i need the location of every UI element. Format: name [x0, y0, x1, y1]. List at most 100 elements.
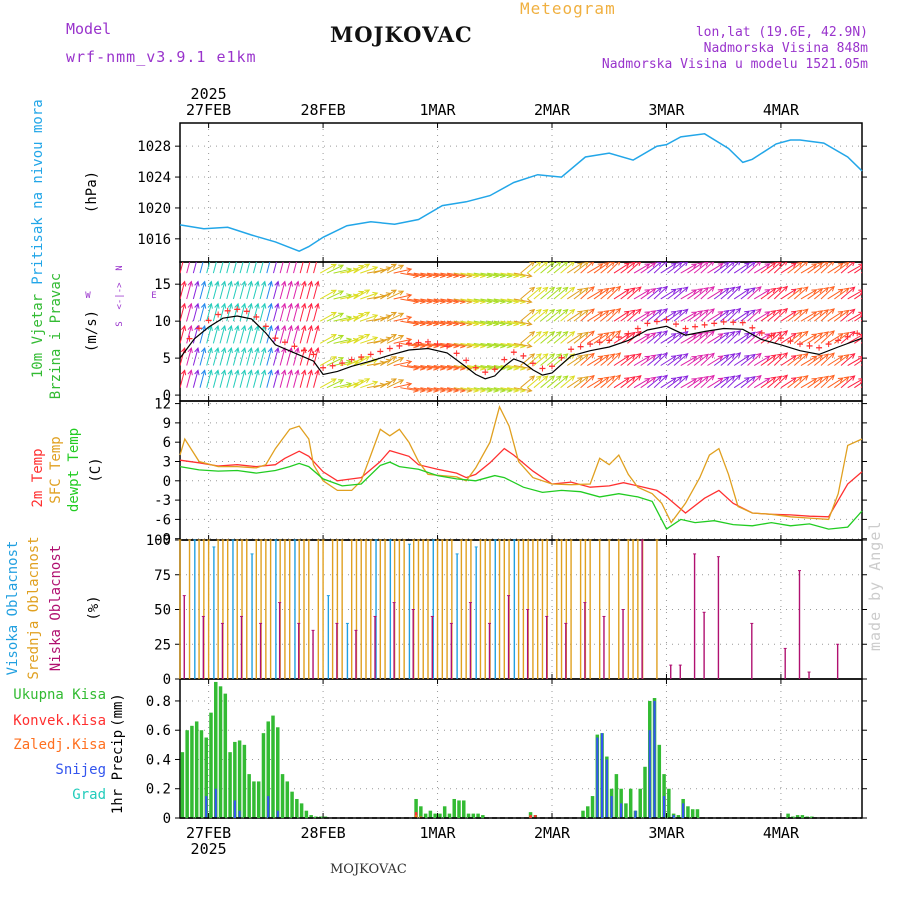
total-precip-bar	[261, 733, 266, 818]
pressure-ytick-label: 1024	[137, 170, 171, 186]
temperature-ytick-label: -3	[154, 493, 171, 509]
conv-precip-bar	[534, 815, 537, 818]
dewpt-line	[179, 461, 863, 531]
total-precip-bar	[695, 809, 700, 818]
lonlat-info: lon,lat (19.6E, 42.9N)	[695, 25, 868, 40]
total-precip-bar	[581, 810, 585, 818]
compass-s: S	[115, 321, 125, 326]
compass-n: N	[115, 265, 125, 270]
total-precip-bar	[690, 809, 695, 818]
snow-bar	[682, 803, 685, 818]
top-day-label: 1MAR	[419, 101, 456, 119]
precip-ytick-label: 0.8	[146, 694, 171, 710]
precip-ytick-label: 0	[163, 811, 171, 827]
bottom-day-label: 27FEB	[186, 824, 231, 842]
conv-precip-bar	[529, 815, 532, 818]
total-precip-bar	[280, 774, 285, 818]
snow-bar	[620, 803, 623, 818]
total-precip-bar	[442, 806, 447, 818]
total-precip-bar	[810, 816, 814, 818]
bottom-day-label: 1MAR	[419, 824, 456, 842]
mid-cloud-axis-title: Srednja Oblacnost	[26, 536, 42, 679]
total-precip-bar	[643, 766, 647, 818]
bottom-day-label: 4MAR	[763, 824, 800, 842]
temperature-ytick-label: -6	[154, 512, 171, 528]
top-day-label: 28FEB	[300, 101, 345, 119]
total-precip-bar	[285, 781, 290, 818]
clouds-panel	[175, 539, 867, 680]
snow-bar	[238, 810, 241, 818]
total-precip-bar	[452, 798, 456, 818]
total-precip-bar	[233, 741, 237, 818]
total-precip-bar	[299, 803, 304, 818]
wind-arrow-field	[180, 262, 862, 393]
bottom-year-label: 2025	[191, 840, 227, 858]
snow-bar	[276, 810, 279, 818]
top-day-label: 2MAR	[534, 101, 571, 119]
temperature-ytick-label: 12	[154, 397, 171, 413]
wind-ytick-label: 0	[163, 388, 171, 404]
snow-bar	[653, 700, 656, 818]
top-day-label: 4MAR	[763, 101, 800, 119]
precip-legend-0: Ukupna Kisa	[13, 687, 106, 703]
temperature-ytick-label: 0	[163, 474, 171, 490]
total-precip-bar	[414, 798, 418, 818]
pressure-panel	[175, 122, 867, 263]
bottom-day-label: 28FEB	[300, 824, 345, 842]
total-precip-bar	[481, 815, 485, 818]
precip-ytick-label: 0.4	[146, 752, 171, 768]
total-precip-bar	[614, 774, 619, 818]
total-precip-bar	[223, 693, 228, 818]
clouds-ytick-label: 25	[154, 637, 171, 653]
snow-bar	[610, 796, 613, 818]
total-precip-bar	[795, 815, 800, 818]
total-precip-bar	[228, 752, 232, 818]
total-precip-bar	[471, 813, 476, 818]
pressure-unit: (hPa)	[84, 171, 100, 213]
pressure-frame	[179, 122, 863, 263]
pressure-ytick-label: 1020	[137, 201, 171, 217]
snow-bar	[205, 796, 208, 818]
total-precip-bar	[204, 737, 208, 818]
temperature-ytick-label: 3	[163, 454, 171, 470]
total-precip-bar	[590, 796, 595, 818]
total-precip-bar	[462, 800, 466, 818]
precip-axis-title: 1hr Precip	[110, 730, 126, 814]
snow-bar	[596, 737, 599, 818]
wind-axis-title-1: 10m Vjetar	[30, 294, 46, 378]
model-elevation-info: Nadmorska Visina u modelu 1521.05m	[601, 57, 868, 72]
total-precip-bar	[624, 803, 628, 818]
precip-legend-2: Zaledj.Kisa	[13, 737, 106, 753]
snow-bar	[233, 800, 236, 818]
top-day-label: 27FEB	[186, 101, 231, 119]
snow-bar	[634, 810, 637, 818]
snow-bar	[267, 796, 270, 818]
low-cloud-axis-title: Niska Oblacnost	[48, 545, 64, 671]
clouds-ytick-label: 75	[154, 568, 171, 584]
total-precip-bar	[309, 815, 313, 818]
wind-unit: (m/s)	[84, 310, 100, 352]
temp2m-line	[179, 447, 863, 518]
total-precip-bar	[304, 810, 309, 818]
wind-ytick-label: 15	[154, 277, 171, 293]
elevation-info: Nadmorska Visina 848m	[703, 41, 868, 56]
total-precip-bar	[419, 806, 423, 818]
top-day-label: 3MAR	[648, 101, 685, 119]
wind-axis-title-2: Brzina i Pravac	[48, 273, 64, 399]
total-precip-bar	[476, 813, 480, 818]
total-precip-bar	[657, 744, 662, 818]
page-title: MOJKOVAC	[330, 22, 473, 47]
total-precip-bar	[247, 774, 251, 818]
total-precip-bar	[295, 798, 299, 818]
temperature-ytick-label: -9	[154, 532, 171, 548]
temperature-ytick-label: 6	[163, 435, 171, 451]
total-precip-bar	[314, 816, 318, 818]
temperature-ytick-label: 9	[163, 416, 171, 432]
compass-e: E	[151, 291, 156, 301]
bottom-day-label: 2MAR	[534, 824, 571, 842]
total-precip-bar	[199, 730, 204, 818]
temp-unit: (C)	[88, 457, 104, 482]
high-cloud-axis-title: Visoka Oblacnost	[5, 541, 21, 676]
total-precip-bar	[800, 815, 805, 818]
